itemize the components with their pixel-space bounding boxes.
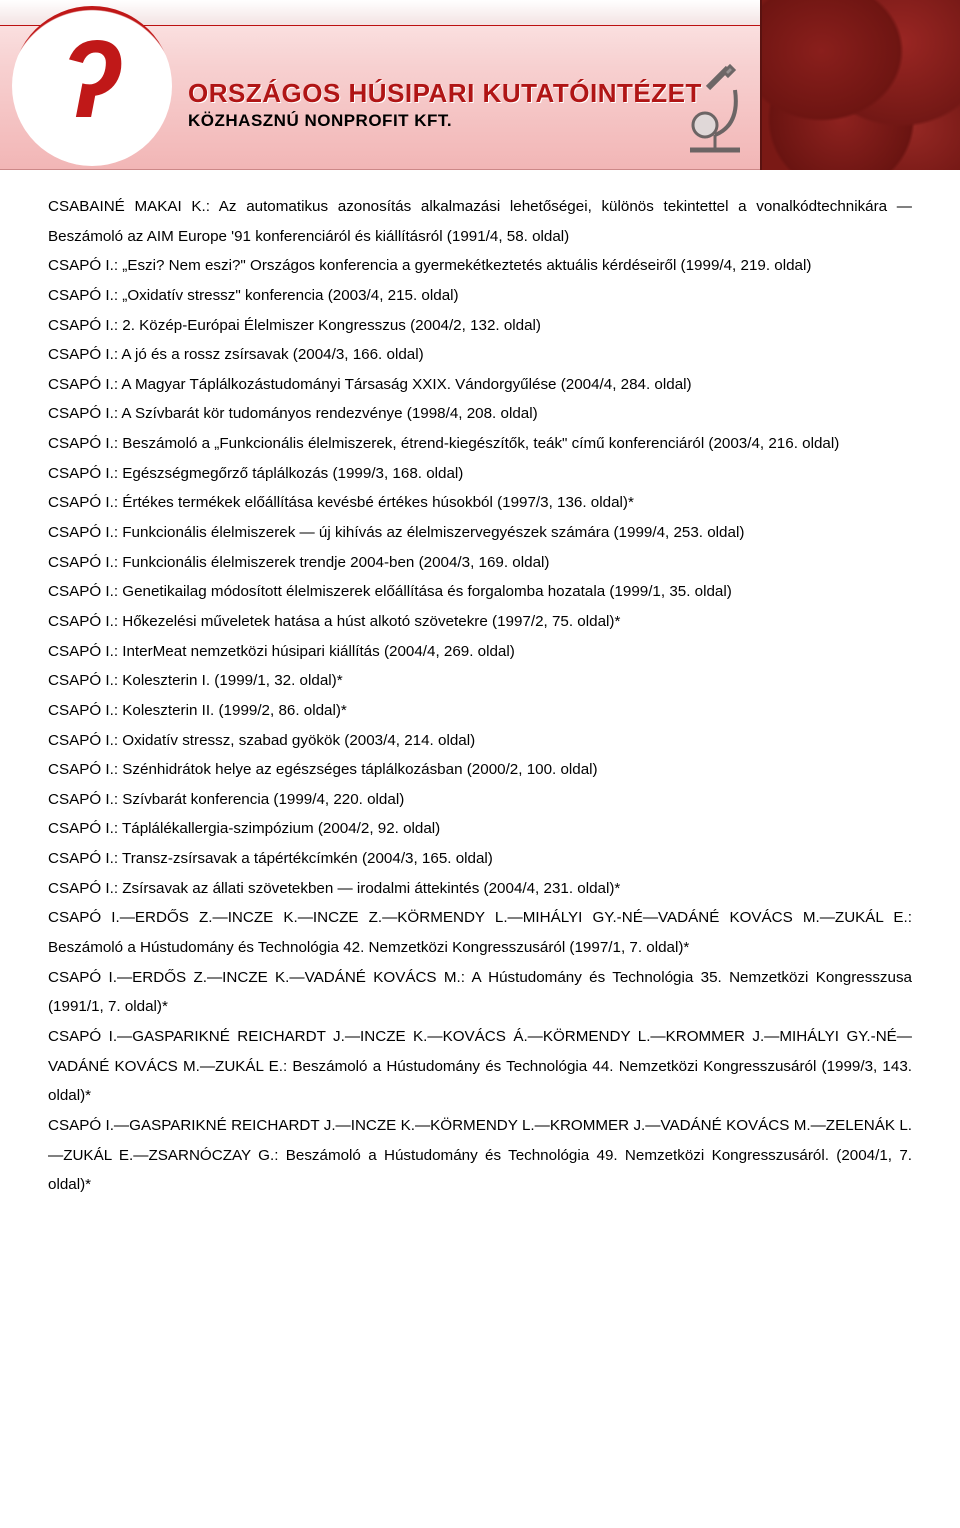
bibliography-entry: CSAPÓ I.: InterMeat nemzetközi húsipari …	[48, 637, 912, 667]
bibliography-entry: CSAPÓ I.: „Eszi? Nem eszi?" Országos kon…	[48, 251, 912, 281]
bibliography-entry: CSAPÓ I.: Egészségmegőrző táplálkozás (1…	[48, 459, 912, 489]
bibliography-entry: CSAPÓ I.—GASPARIKNÉ REICHARDT J.—INCZE K…	[48, 1022, 912, 1111]
bibliography-entry: CSAPÓ I.: A Magyar Táplálkozástudományi …	[48, 370, 912, 400]
bibliography-entry: CSAPÓ I.: Funkcionális élelmiszerek tren…	[48, 548, 912, 578]
bibliography-entry: CSAPÓ I.: Szénhidrátok helye az egészség…	[48, 755, 912, 785]
logo-glyph: ʔ	[64, 25, 119, 135]
bibliography-entry: CSAPÓ I.: Transz-zsírsavak a tápértékcím…	[48, 844, 912, 874]
document-body: CSABAINÉ MAKAI K.: Az automatikus azonos…	[0, 170, 960, 1200]
bibliography-entry: CSAPÓ I.: Koleszterin II. (1999/2, 86. o…	[48, 696, 912, 726]
header-title-main: ORSZÁGOS HÚSIPARI KUTATÓINTÉZET	[188, 78, 702, 109]
bibliography-entry: CSAPÓ I.: Koleszterin I. (1999/1, 32. ol…	[48, 666, 912, 696]
bibliography-entry: CSAPÓ I.: Értékes termékek előállítása k…	[48, 488, 912, 518]
logo: ʔ	[12, 6, 172, 166]
bibliography-entry: CSAPÓ I.: Beszámoló a „Funkcionális élel…	[48, 429, 912, 459]
header-title-sub: KÖZHASZNÚ NONPROFIT KFT.	[188, 111, 702, 131]
bibliography-entry: CSAPÓ I.: Szívbarát konferencia (1999/4,…	[48, 785, 912, 815]
bibliography-entry: CSAPÓ I.: 2. Közép-Európai Élelmiszer Ko…	[48, 311, 912, 341]
bibliography-entry: CSAPÓ I.: Genetikailag módosított élelmi…	[48, 577, 912, 607]
bibliography-entry: CSAPÓ I.: Funkcionális élelmiszerek — új…	[48, 518, 912, 548]
title-block: ORSZÁGOS HÚSIPARI KUTATÓINTÉZET KÖZHASZN…	[188, 78, 702, 131]
bibliography-entry: CSAPÓ I.: Táplálékallergia-szimpózium (2…	[48, 814, 912, 844]
page-header: ʔ ORSZÁGOS HÚSIPARI KUTATÓINTÉZET KÖZHAS…	[0, 0, 960, 170]
bibliography-entry: CSAPÓ I.—ERDŐS Z.—INCZE K.—INCZE Z.—KÖRM…	[48, 903, 912, 962]
bibliography-entry: CSABAINÉ MAKAI K.: Az automatikus azonos…	[48, 192, 912, 251]
bibliography-entry: CSAPÓ I.—ERDŐS Z.—INCZE K.—VADÁNÉ KOVÁCS…	[48, 963, 912, 1022]
microscope-icon	[670, 40, 760, 160]
bibliography-entry: CSAPÓ I.: A Szívbarát kör tudományos ren…	[48, 399, 912, 429]
bibliography-entry: CSAPÓ I.: Oxidatív stressz, szabad gyökö…	[48, 726, 912, 756]
bibliography-entry: CSAPÓ I.: Zsírsavak az állati szövetekbe…	[48, 874, 912, 904]
bibliography-entry: CSAPÓ I.: A jó és a rossz zsírsavak (200…	[48, 340, 912, 370]
bibliography-entry: CSAPÓ I.: „Oxidatív stressz" konferencia…	[48, 281, 912, 311]
meat-image	[760, 0, 960, 170]
bibliography-entry: CSAPÓ I.: Hőkezelési műveletek hatása a …	[48, 607, 912, 637]
bibliography-entry: CSAPÓ I.—GASPARIKNÉ REICHARDT J.—INCZE K…	[48, 1111, 912, 1200]
